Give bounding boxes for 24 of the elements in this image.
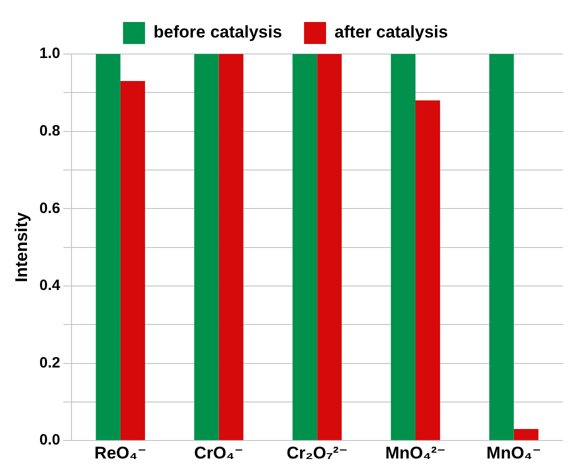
bar [317, 54, 342, 440]
y-tick-label: 0.6 [39, 200, 60, 217]
x-tick-label: CrO₄⁻ [194, 443, 244, 462]
x-tick-label: ReO₄⁻ [94, 443, 146, 462]
bar [415, 100, 440, 440]
x-tick-label: MnO₄²⁻ [385, 443, 446, 462]
x-tick-label: Cr₂O₇²⁻ [286, 443, 348, 462]
legend-label: after catalysis [334, 22, 448, 42]
bar [292, 54, 318, 440]
y-tick-label: 1.0 [39, 45, 60, 62]
bar [218, 54, 244, 440]
bar [514, 429, 538, 440]
bar [390, 54, 416, 440]
bar [96, 54, 120, 440]
x-tick-label: MnO₄⁻ [486, 443, 542, 462]
legend-label: before catalysis [154, 22, 282, 42]
bar [120, 81, 146, 440]
y-tick-label: 0.2 [39, 354, 60, 372]
y-tick-label: 0.8 [39, 122, 60, 140]
bar [489, 54, 514, 440]
bar [194, 54, 219, 440]
y-tick-label: 0.4 [39, 277, 61, 294]
y-axis-title: Intensity [12, 212, 31, 282]
y-tick-label: 0.0 [39, 432, 60, 449]
